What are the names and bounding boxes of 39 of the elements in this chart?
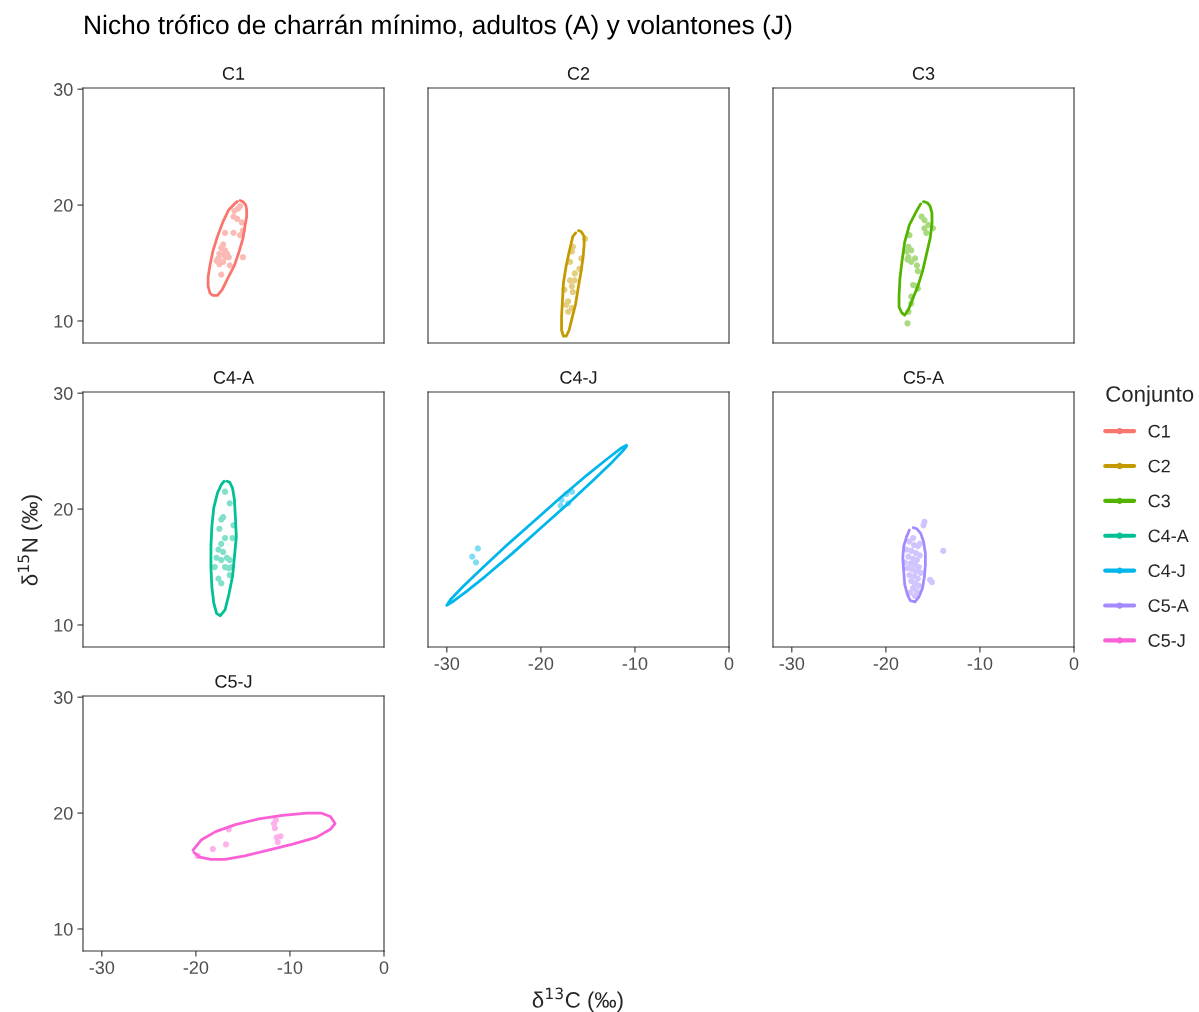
chart-title: C4-A — [213, 371, 255, 384]
x-tick-label: -20 — [528, 657, 554, 670]
y-tick-label: 30 — [53, 387, 73, 400]
chart-title: C2 — [567, 67, 590, 80]
legend-label: C4-A — [1148, 529, 1189, 543]
chart-title: C3 — [912, 67, 935, 80]
x-tick-label: -20 — [873, 657, 899, 670]
chart-title: C4-J — [560, 371, 597, 384]
y-tick-label: 20 — [54, 199, 73, 212]
text: Nicho trófico de charrán mínimo, adultos (A) y volantones (J) — [85, 14, 792, 40]
legend-label: C4-J — [1148, 564, 1185, 578]
y-tick-label: 20 — [54, 807, 73, 820]
x-tick-label: 0 — [1069, 657, 1079, 670]
x-tick-label: -20 — [183, 961, 209, 974]
chart-title: C5-J — [215, 675, 252, 688]
legend-label: C1 — [1148, 424, 1170, 438]
text: δ$^{15}$N (‰) — [17, 495, 43, 586]
y-tick-label: 10 — [54, 618, 73, 632]
x-tick-label: -10 — [277, 961, 303, 974]
x-tick-label: -10 — [622, 657, 648, 670]
y-tick-label: 10 — [54, 314, 73, 328]
x-tick-label: -30 — [434, 657, 460, 670]
chart-title: C1 — [222, 67, 245, 80]
y-tick-label: 20 — [54, 503, 73, 516]
text: δ$^{13}$C (‰) — [532, 987, 623, 1012]
y-tick-label: 10 — [54, 922, 73, 936]
x-tick-label: 0 — [379, 961, 389, 974]
legend-label: C5-J — [1148, 634, 1185, 647]
legend-label: C2 — [1148, 459, 1170, 473]
legend-title: Conjunto — [1106, 385, 1194, 407]
y-tick-label: 30 — [53, 83, 73, 96]
chart-title: C5-A — [903, 371, 945, 384]
x-tick-label: -10 — [967, 657, 993, 670]
y-tick-label: 30 — [53, 691, 73, 704]
legend-label: C3 — [1148, 494, 1170, 508]
x-tick-label: -30 — [89, 961, 115, 974]
x-tick-label: 0 — [724, 657, 734, 670]
x-tick-label: -30 — [779, 657, 805, 670]
legend-label: C5-A — [1148, 599, 1189, 613]
